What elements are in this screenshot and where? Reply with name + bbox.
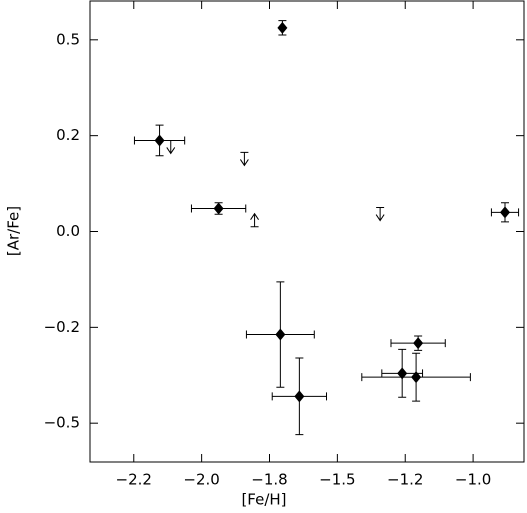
x-axis-label: [Fe/H]: [241, 491, 286, 509]
point: [411, 371, 422, 384]
lower-limit: [250, 212, 259, 228]
point: [397, 367, 408, 380]
x-tick-label: −1.2: [387, 471, 423, 489]
point: [277, 21, 288, 34]
upper-limit: [375, 207, 385, 222]
point: [499, 206, 510, 219]
point: [213, 202, 224, 215]
x-tick-label: −2.0: [183, 471, 219, 489]
y-tick-label: 0.2: [56, 126, 80, 144]
upper-limit: [166, 139, 176, 155]
y-tick-label: −0.2: [44, 318, 80, 336]
y-tick-label: −0.5: [44, 414, 80, 432]
point: [275, 328, 286, 341]
y-tick-label: 0.0: [56, 222, 80, 240]
y-tick-label: 0.5: [56, 30, 80, 48]
y-axis-label: [Ar/Fe]: [5, 206, 23, 256]
x-tick-label: −1.8: [251, 471, 287, 489]
point: [294, 390, 305, 403]
x-tick-label: −1.5: [319, 471, 355, 489]
point: [413, 337, 424, 350]
upper-limit: [239, 151, 249, 167]
plot-frame: [89, 0, 525, 463]
x-tick-label: −1.0: [455, 471, 491, 489]
x-tick-label: −2.2: [116, 471, 152, 489]
point: [154, 134, 165, 147]
